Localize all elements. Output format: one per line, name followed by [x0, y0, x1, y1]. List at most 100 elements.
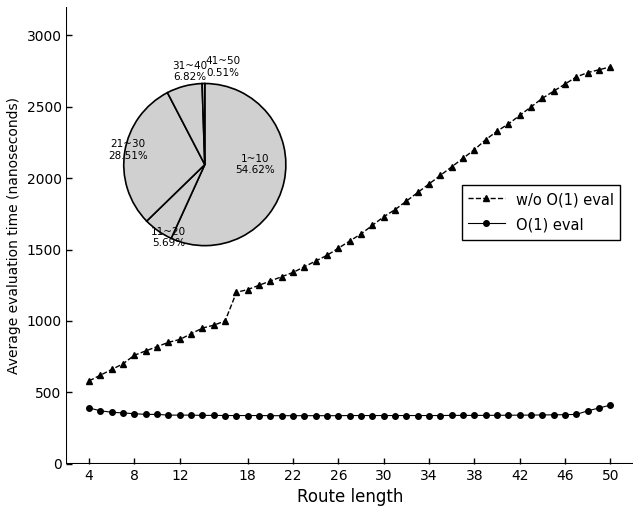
w/o O(1) eval — [176, 337, 184, 343]
w/o O(1) eval — [244, 286, 252, 292]
w/o O(1) eval — [301, 264, 308, 270]
w/o O(1) eval — [607, 64, 614, 70]
O(1) eval — [176, 412, 184, 418]
O(1) eval — [561, 411, 569, 418]
O(1) eval — [539, 412, 547, 418]
O(1) eval — [232, 412, 240, 419]
Legend: w/o O(1) eval, O(1) eval: w/o O(1) eval, O(1) eval — [462, 185, 620, 240]
w/o O(1) eval — [573, 74, 580, 80]
w/o O(1) eval — [516, 112, 524, 119]
w/o O(1) eval — [369, 222, 376, 228]
Wedge shape — [171, 84, 286, 246]
O(1) eval — [346, 412, 354, 419]
O(1) eval — [414, 412, 422, 419]
Line: w/o O(1) eval: w/o O(1) eval — [86, 64, 614, 384]
O(1) eval — [198, 412, 206, 419]
w/o O(1) eval — [335, 245, 342, 251]
w/o O(1) eval — [289, 269, 297, 275]
w/o O(1) eval — [346, 238, 354, 244]
O(1) eval — [595, 405, 603, 411]
Text: 11~20
5.69%: 11~20 5.69% — [151, 227, 186, 248]
O(1) eval — [607, 402, 614, 408]
w/o O(1) eval — [267, 278, 275, 284]
w/o O(1) eval — [312, 258, 319, 264]
O(1) eval — [119, 410, 127, 416]
w/o O(1) eval — [425, 181, 433, 187]
Wedge shape — [168, 84, 205, 165]
w/o O(1) eval — [131, 352, 138, 358]
w/o O(1) eval — [436, 172, 444, 179]
O(1) eval — [369, 412, 376, 419]
w/o O(1) eval — [323, 252, 331, 259]
w/o O(1) eval — [198, 325, 206, 331]
O(1) eval — [85, 405, 93, 411]
w/o O(1) eval — [278, 273, 285, 280]
w/o O(1) eval — [108, 366, 116, 372]
w/o O(1) eval — [448, 164, 456, 170]
O(1) eval — [335, 412, 342, 419]
w/o O(1) eval — [414, 189, 422, 195]
Text: 41~50
0.51%: 41~50 0.51% — [205, 56, 240, 78]
O(1) eval — [391, 412, 399, 419]
w/o O(1) eval — [119, 361, 127, 367]
O(1) eval — [436, 412, 444, 419]
O(1) eval — [573, 411, 580, 418]
O(1) eval — [267, 412, 275, 419]
O(1) eval — [425, 412, 433, 419]
O(1) eval — [188, 412, 195, 418]
w/o O(1) eval — [210, 322, 218, 328]
O(1) eval — [312, 412, 319, 419]
w/o O(1) eval — [460, 155, 467, 161]
w/o O(1) eval — [493, 128, 501, 134]
O(1) eval — [289, 412, 297, 419]
w/o O(1) eval — [550, 88, 557, 94]
w/o O(1) eval — [380, 213, 388, 220]
w/o O(1) eval — [391, 207, 399, 213]
O(1) eval — [482, 412, 490, 419]
w/o O(1) eval — [584, 70, 591, 76]
Text: 1~10
54.62%: 1~10 54.62% — [235, 154, 275, 175]
O(1) eval — [460, 412, 467, 419]
O(1) eval — [323, 412, 331, 419]
X-axis label: Route length: Route length — [296, 488, 403, 506]
Text: 31~40
6.82%: 31~40 6.82% — [173, 61, 208, 82]
Line: O(1) eval: O(1) eval — [86, 402, 613, 419]
O(1) eval — [584, 408, 591, 414]
Text: 21~30
28.51%: 21~30 28.51% — [108, 139, 148, 161]
O(1) eval — [108, 409, 116, 416]
w/o O(1) eval — [482, 136, 490, 143]
O(1) eval — [493, 412, 501, 418]
O(1) eval — [357, 412, 365, 419]
O(1) eval — [504, 412, 512, 418]
Y-axis label: Average evaluation time (nanoseconds): Average evaluation time (nanoseconds) — [7, 97, 21, 374]
w/o O(1) eval — [470, 147, 478, 153]
w/o O(1) eval — [561, 81, 569, 87]
Wedge shape — [202, 84, 205, 165]
w/o O(1) eval — [595, 67, 603, 73]
w/o O(1) eval — [221, 318, 229, 324]
Wedge shape — [147, 165, 205, 239]
O(1) eval — [516, 412, 524, 418]
w/o O(1) eval — [255, 282, 263, 288]
O(1) eval — [164, 412, 172, 418]
w/o O(1) eval — [357, 231, 365, 237]
O(1) eval — [448, 412, 456, 419]
O(1) eval — [380, 412, 388, 419]
O(1) eval — [97, 408, 104, 414]
O(1) eval — [301, 412, 308, 419]
w/o O(1) eval — [164, 339, 172, 345]
w/o O(1) eval — [504, 121, 512, 127]
O(1) eval — [403, 412, 410, 419]
w/o O(1) eval — [232, 289, 240, 295]
w/o O(1) eval — [154, 344, 161, 350]
w/o O(1) eval — [142, 348, 150, 354]
w/o O(1) eval — [188, 331, 195, 337]
O(1) eval — [154, 411, 161, 418]
w/o O(1) eval — [539, 95, 547, 102]
w/o O(1) eval — [527, 104, 535, 110]
O(1) eval — [278, 412, 285, 419]
w/o O(1) eval — [85, 378, 93, 384]
w/o O(1) eval — [403, 198, 410, 204]
O(1) eval — [221, 412, 229, 419]
O(1) eval — [527, 412, 535, 418]
